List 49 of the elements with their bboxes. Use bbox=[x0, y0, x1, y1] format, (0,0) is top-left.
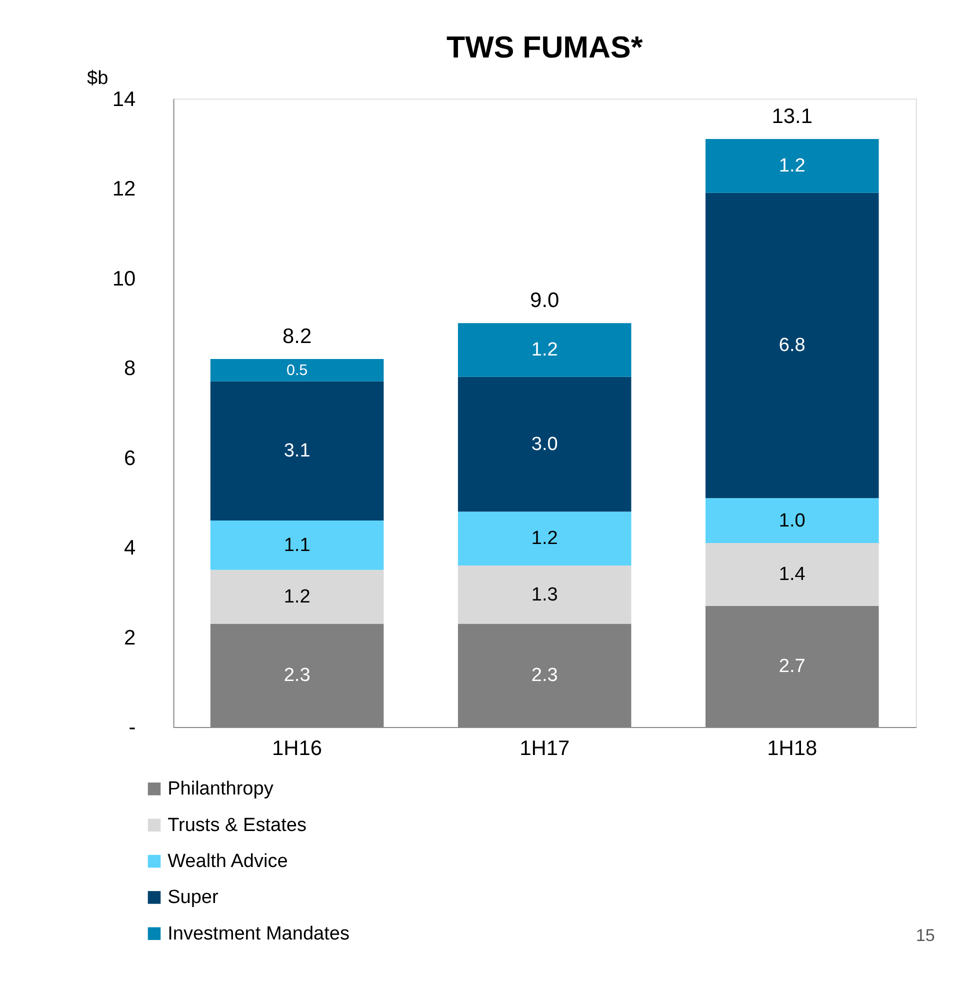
y-tick-label: 4 bbox=[124, 536, 136, 560]
bar bbox=[458, 376, 632, 512]
legend-label: Super bbox=[168, 887, 220, 908]
bar bbox=[210, 520, 384, 570]
bar bbox=[458, 323, 632, 377]
chart-title: TWS FUMAS* bbox=[446, 30, 643, 65]
text: 15 bbox=[916, 925, 935, 946]
data-label: 1.2 bbox=[531, 340, 558, 361]
legend-label: Investment Mandates bbox=[168, 923, 350, 944]
data-label: 2.7 bbox=[778, 656, 806, 678]
data-label: 2.3 bbox=[284, 665, 310, 686]
bar bbox=[210, 358, 384, 382]
y-tick-label: 6 bbox=[124, 446, 136, 470]
x-tick-label: 1H18 bbox=[767, 737, 818, 760]
data-label: 1.2 bbox=[778, 156, 806, 177]
bar bbox=[706, 192, 879, 498]
legend-label: Philanthropy bbox=[168, 778, 274, 800]
data-label: 1.4 bbox=[778, 564, 806, 586]
bar bbox=[210, 381, 384, 521]
x-tick-label: 1H17 bbox=[520, 737, 570, 760]
data-label: 1.1 bbox=[284, 534, 310, 556]
y-tick-label: 10 bbox=[112, 267, 136, 290]
bar bbox=[210, 570, 384, 624]
y-tick-label: 2 bbox=[124, 626, 136, 650]
data-label: 3.1 bbox=[284, 440, 310, 462]
bar bbox=[706, 542, 879, 606]
total-label: 13.1 bbox=[772, 104, 813, 128]
bar bbox=[458, 512, 632, 566]
bar bbox=[706, 498, 879, 543]
y-tick-label: - bbox=[128, 716, 136, 740]
total-label: 9.0 bbox=[530, 288, 560, 312]
y-tick-label: 8 bbox=[124, 357, 136, 380]
legend-label: Wealth Advice bbox=[168, 850, 288, 872]
x-tick-label: 1H16 bbox=[272, 737, 322, 760]
data-label: 1.0 bbox=[778, 510, 806, 532]
data-label: 0.5 bbox=[286, 362, 308, 379]
data-label: 2.3 bbox=[531, 665, 558, 686]
y-tick-label: 14 bbox=[112, 88, 136, 111]
bar bbox=[706, 139, 879, 193]
legend-label: Trusts & Estates bbox=[168, 814, 306, 836]
bar bbox=[458, 565, 632, 624]
data-label: 1.2 bbox=[531, 528, 558, 550]
data-label: 3.0 bbox=[531, 434, 558, 455]
data-label: 1.3 bbox=[531, 584, 558, 606]
data-label: 1.2 bbox=[284, 586, 310, 608]
y-tick-label: 12 bbox=[112, 178, 136, 201]
data-label: 6.8 bbox=[778, 335, 806, 356]
y-axis-title: $b bbox=[87, 68, 108, 89]
total-label: 8.2 bbox=[282, 324, 312, 348]
